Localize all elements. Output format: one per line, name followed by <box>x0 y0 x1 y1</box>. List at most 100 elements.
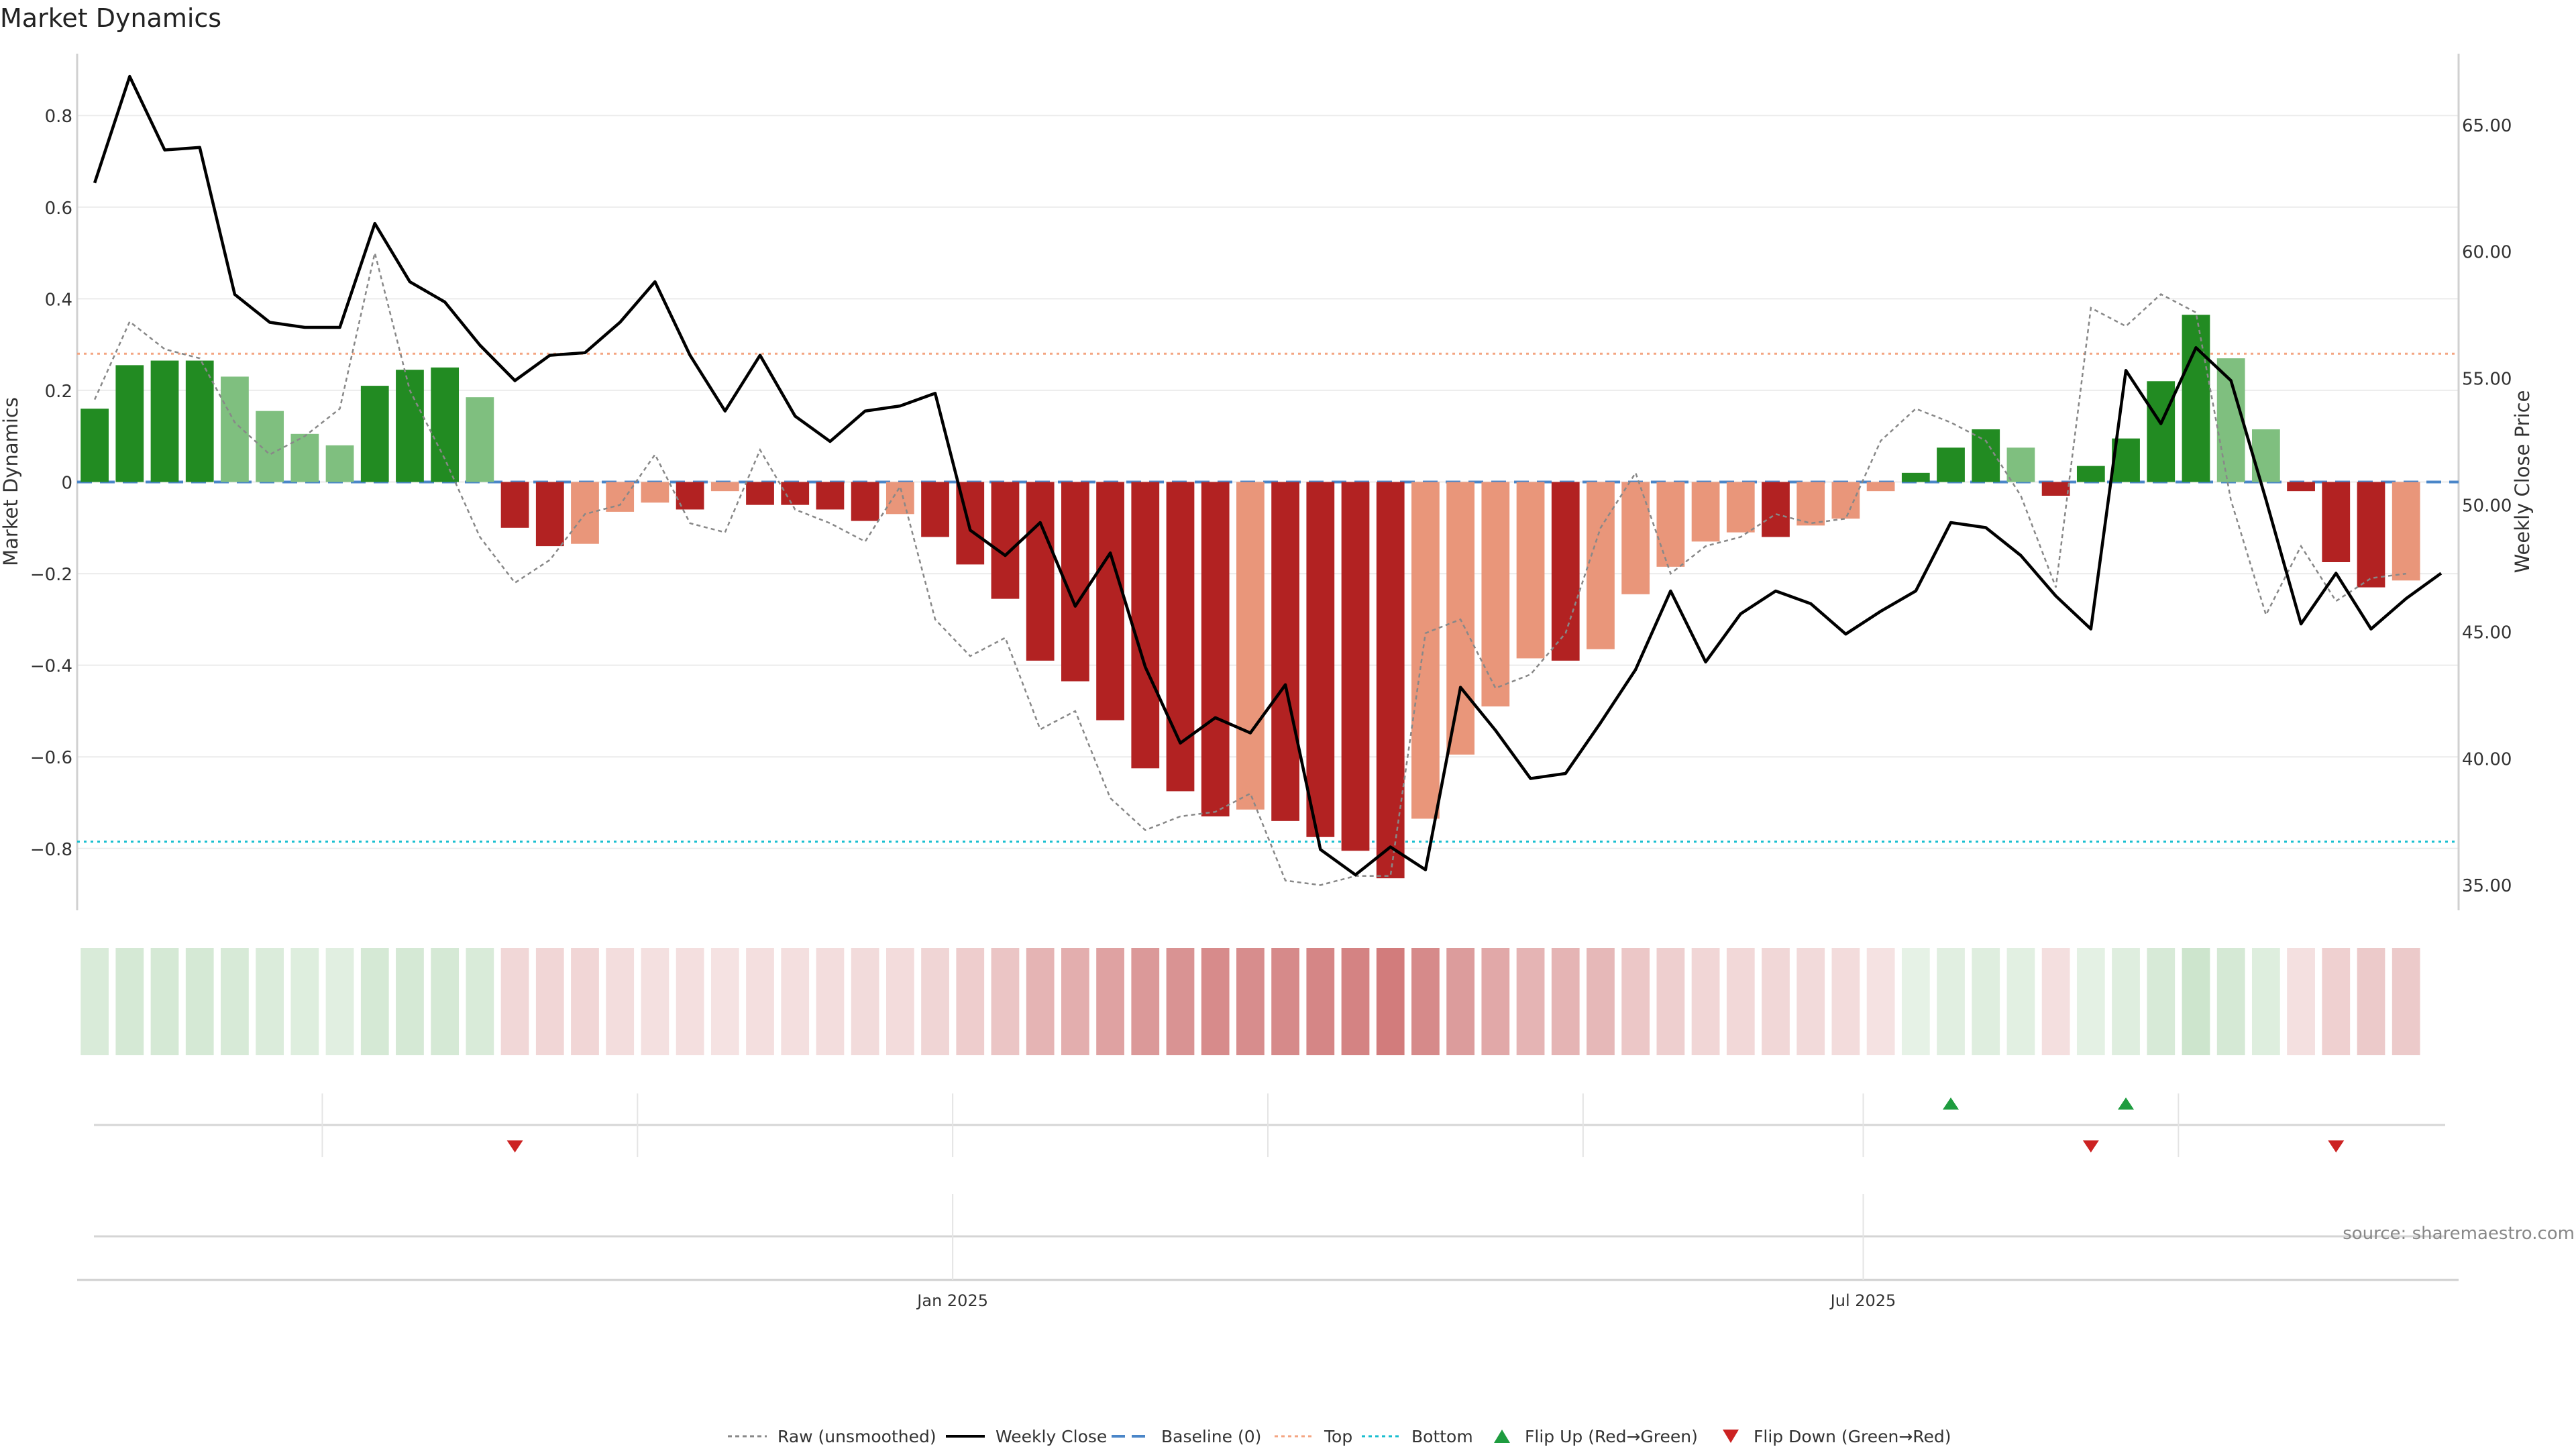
heat-strip-cell <box>1726 948 1755 1055</box>
time-axis: Jan 2025 Jul 2025 <box>77 1194 2459 1310</box>
dynamics-bar <box>1866 482 1895 492</box>
dynamics-bar <box>1516 482 1545 659</box>
dynamics-bar <box>1166 482 1195 792</box>
legend-label: Baseline (0) <box>1161 1427 1261 1446</box>
dynamics-bar <box>1972 429 2000 482</box>
heat-strip-cell <box>1061 948 1089 1055</box>
right-tick-label: 60.00 <box>2462 243 2512 263</box>
dynamics-bar <box>1691 482 1720 542</box>
heat-strip-cell <box>1866 948 1895 1055</box>
dynamics-bar <box>781 482 810 505</box>
heat-strip-cell <box>1166 948 1195 1055</box>
left-tick-label: −0.2 <box>30 565 72 585</box>
heat-strip-cell <box>710 948 739 1055</box>
dynamics-bar <box>1131 482 1160 769</box>
flip-markers-panel <box>94 1093 2445 1157</box>
heat-strip-cell <box>150 948 179 1055</box>
dynamics-bar <box>1096 482 1124 720</box>
flip-up-marker <box>2118 1097 2135 1110</box>
dynamics-bar <box>1236 482 1265 810</box>
heat-strip-cell <box>185 948 214 1055</box>
heat-strip-cell <box>466 948 494 1055</box>
heat-strip-cell <box>80 948 109 1055</box>
heat-strip-cell <box>2392 948 2420 1055</box>
raw-unsmoothed-series <box>93 252 2406 886</box>
weekly-close-series <box>93 74 2443 877</box>
legend: Raw (unsmoothed) Weekly Close Baseline (0)… <box>728 1427 1951 1446</box>
dynamics-bar <box>1587 482 1615 649</box>
dynamics-bar <box>431 367 460 482</box>
right-tick-label: 55.00 <box>2462 370 2512 390</box>
dynamics-bar <box>2287 482 2315 492</box>
dynamics-bar <box>1656 482 1685 567</box>
heat-strip-cell <box>1271 948 1299 1055</box>
heat-strip-cell <box>2357 948 2385 1055</box>
heat-strip-cell <box>1236 948 1265 1055</box>
heat-strip-cell <box>2112 948 2140 1055</box>
heat-strip-cell <box>1481 948 1510 1055</box>
dynamics-bar <box>150 360 179 482</box>
chart-title: Market Dynamics <box>0 3 221 33</box>
dynamics-bar <box>500 482 529 528</box>
heat-strip-cell <box>921 948 949 1055</box>
flip-down-marker <box>2082 1140 2099 1152</box>
dynamics-bar <box>80 409 109 482</box>
dynamics-bar <box>746 482 774 505</box>
dynamics-bar <box>816 482 845 510</box>
heat-strip-cell <box>535 948 564 1055</box>
heat-strip-cell <box>325 948 354 1055</box>
flip-down-marker <box>506 1140 523 1152</box>
dynamics-bar <box>221 376 249 482</box>
heat-strip-cell <box>290 948 319 1055</box>
heat-strip-cell <box>1516 948 1545 1055</box>
heat-strip-cell <box>676 948 704 1055</box>
heat-strip-cell <box>1411 948 1440 1055</box>
heat-strip-cell <box>1026 948 1055 1055</box>
dynamics-bar <box>396 370 424 482</box>
flip-up-marker <box>1943 1097 1960 1110</box>
dynamics-bar <box>2182 315 2210 482</box>
heat-strip-cell <box>885 948 914 1055</box>
legend-label: Bottom <box>1411 1427 1473 1446</box>
heat-strip-cell <box>2182 948 2210 1055</box>
heat-strip-cell <box>2251 948 2280 1055</box>
right-tick-label: 45.00 <box>2462 623 2512 643</box>
heat-strip-cell <box>1901 948 1930 1055</box>
left-tick-label: −0.8 <box>30 840 72 860</box>
heat-strip-cell <box>1341 948 1370 1055</box>
dynamics-bar <box>1026 482 1055 661</box>
heat-strip-cell <box>746 948 774 1055</box>
left-tick-label: 0.4 <box>45 290 72 310</box>
dynamics-bar <box>2392 482 2420 581</box>
dynamics-bar <box>1831 482 1860 519</box>
right-axis-label: Weekly Close Price <box>2511 390 2534 574</box>
heat-strip-cell <box>1796 948 1825 1055</box>
heat-strip-cell <box>1831 948 1860 1055</box>
dynamics-bar <box>1341 482 1370 851</box>
left-tick-label: −0.4 <box>30 657 72 677</box>
dynamics-bar <box>1201 482 1230 817</box>
heat-strip-cell <box>2041 948 2070 1055</box>
left-tick-label: −0.6 <box>30 748 72 768</box>
heat-strip-cell <box>1972 948 2000 1055</box>
dynamics-bar <box>2216 358 2245 482</box>
heat-strip-cell <box>641 948 669 1055</box>
heat-strip-cell <box>571 948 599 1055</box>
heat-strip-cell <box>1446 948 1475 1055</box>
dynamics-bar <box>991 482 1020 599</box>
heat-strip-cell <box>1131 948 1160 1055</box>
dynamics-bar <box>921 482 949 537</box>
source-note: source: sharemaestro.com <box>2343 1224 2575 1244</box>
time-axis-tick-label: Jan 2025 <box>916 1291 988 1310</box>
dynamics-bar <box>2041 482 2070 496</box>
dynamics-bar <box>851 482 879 521</box>
dynamics-bar <box>535 482 564 547</box>
dynamics-bar <box>641 482 669 503</box>
dynamics-bar <box>1376 482 1405 879</box>
dynamics-bar <box>290 433 319 482</box>
dynamics-bars <box>80 315 2420 879</box>
heat-strip-cell <box>2076 948 2105 1055</box>
dynamics-bar <box>1271 482 1299 821</box>
right-axis-ticks: 35.00 40.00 45.00 50.00 55.00 60.00 65.00 <box>2462 116 2512 896</box>
heat-strip-cell <box>1937 948 1965 1055</box>
